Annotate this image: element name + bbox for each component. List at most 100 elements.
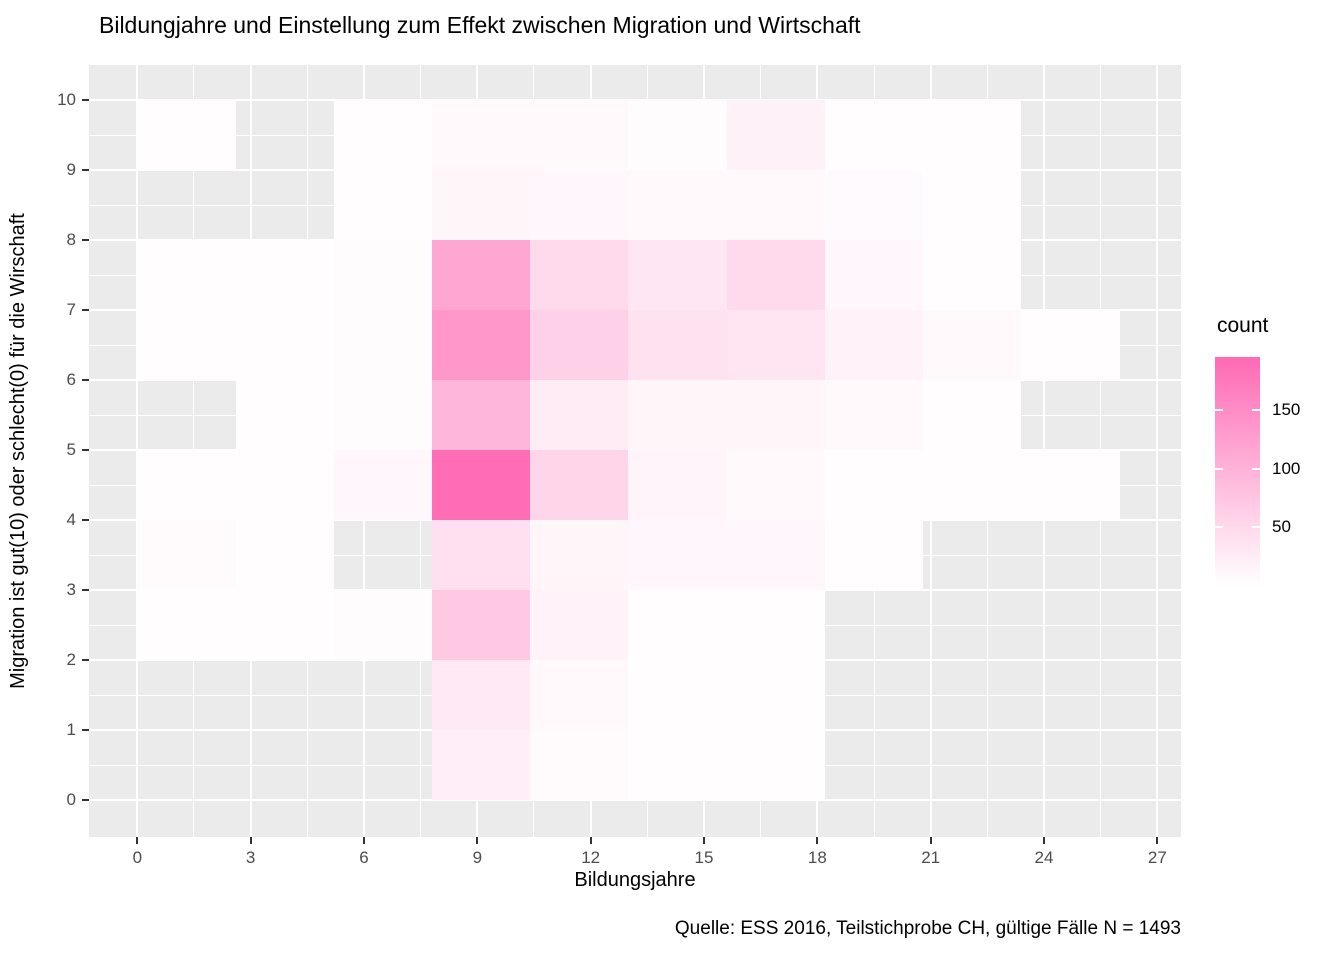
heatmap-tile: [137, 100, 236, 170]
x-tick-mark: [1043, 837, 1046, 844]
x-tick-label: 9: [472, 848, 483, 867]
heatmap-tile: [431, 660, 531, 730]
heatmap-tile: [431, 380, 531, 450]
x-tick-label: 24: [1034, 848, 1054, 867]
heatmap-tile: [530, 730, 629, 800]
heatmap-tile: [824, 100, 924, 170]
heatmap-tile: [333, 380, 432, 450]
heatmap-tile: [137, 520, 236, 590]
x-tick-label: 3: [245, 848, 256, 867]
legend-tick-dash: [1252, 526, 1260, 529]
heatmap-tile: [628, 240, 727, 310]
heatmap-tile: [628, 100, 727, 170]
heatmap-tile: [530, 450, 629, 520]
y-axis-title: Migration ist gut(10) oder schlecht(0) f…: [7, 213, 29, 689]
heatmap-tile: [628, 310, 727, 380]
heatmap-tile: [923, 100, 1022, 170]
x-tick-label: 15: [694, 848, 714, 867]
x-axis-title: Bildungsjahre: [574, 869, 696, 891]
heatmap-tile: [726, 590, 825, 660]
legend-tick-dash: [1215, 467, 1223, 470]
gridline-x-major: [1156, 65, 1159, 837]
heatmap-tile: [726, 240, 825, 310]
heatmap-tile: [726, 450, 825, 520]
y-tick-mark: [82, 799, 89, 801]
heatmap-tile: [824, 310, 924, 380]
heatmap-tile: [431, 730, 531, 800]
y-tick-mark: [82, 519, 89, 521]
heatmap-tile: [530, 380, 629, 450]
heatmap-tile: [530, 240, 629, 310]
heatmap-tile: [235, 310, 334, 380]
heatmap-tile: [628, 380, 727, 450]
x-tick-mark: [589, 837, 592, 844]
heatmap-tile: [923, 240, 1022, 310]
heatmap-tile: [431, 590, 531, 660]
y-tick-label: 6: [66, 370, 76, 389]
heatmap-tile: [137, 590, 236, 660]
heatmap-tile: [431, 170, 531, 240]
heatmap-tile: [431, 100, 531, 170]
gridline-y-major: [89, 799, 1181, 801]
heatmap-tile: [431, 450, 531, 520]
x-tick-label: 6: [359, 848, 369, 867]
heatmap-tile: [431, 520, 531, 590]
heatmap-tile: [431, 310, 531, 380]
y-tick-label: 8: [66, 230, 76, 249]
heatmap-tile: [628, 730, 727, 800]
heatmap-tile: [235, 590, 334, 660]
source-caption: Quelle: ESS 2016, Teilstichprobe CH, gül…: [674, 918, 1181, 939]
y-tick-mark: [82, 729, 89, 731]
heatmap-tile: [333, 240, 432, 310]
y-tick-mark: [82, 309, 89, 311]
heatmap-tile: [923, 310, 1022, 380]
legend-tick-dash: [1252, 467, 1260, 470]
y-tick-label: 1: [66, 720, 76, 739]
y-tick-label: 5: [66, 440, 76, 459]
legend-tick-label: 100: [1272, 458, 1301, 478]
heatmap-tile: [726, 100, 825, 170]
heatmap-tile: [530, 590, 629, 660]
heatmap-tile: [530, 310, 629, 380]
heatmap-tile: [137, 310, 236, 380]
heatmap-tile: [726, 310, 825, 380]
x-tick-mark: [249, 837, 252, 844]
heatmap-tile: [235, 520, 334, 590]
heatmap-tile: [923, 450, 1022, 520]
heatmap-tile: [1021, 310, 1120, 380]
heatmap-tile: [235, 240, 334, 310]
legend-tick-label: 150: [1272, 399, 1301, 419]
x-tick-mark: [136, 837, 139, 844]
heatmap-tile: [726, 170, 825, 240]
heatmap-tile: [824, 380, 924, 450]
heatmap-tile: [530, 660, 629, 730]
y-tick-label: 0: [66, 790, 76, 809]
y-tick-mark: [82, 99, 89, 101]
x-tick-mark: [1156, 837, 1159, 844]
x-tick-mark: [362, 837, 365, 844]
heatmap-tile: [530, 520, 629, 590]
x-tick-label: 21: [921, 848, 941, 867]
x-tick-mark: [476, 837, 479, 844]
heatmap-tile: [235, 380, 334, 450]
heatmap-tile: [923, 170, 1022, 240]
y-tick-mark: [82, 449, 89, 451]
heatmap-tile: [824, 450, 924, 520]
heatmap-tile: [628, 660, 727, 730]
heatmap-tile: [333, 310, 432, 380]
chart-title: Bildungjahre und Einstellung zum Effekt …: [99, 12, 861, 38]
y-tick-mark: [82, 589, 89, 591]
heatmap-tile: [824, 240, 924, 310]
x-tick-mark: [703, 837, 705, 844]
heatmap-tile: [923, 380, 1022, 450]
x-tick-label: 0: [132, 848, 143, 867]
heatmap-tile: [628, 520, 727, 590]
heatmap-tile: [824, 170, 924, 240]
y-tick-label: 9: [66, 160, 76, 179]
legend-tick-dash: [1215, 408, 1223, 411]
heatmap-tile: [333, 170, 432, 240]
y-tick-mark: [82, 659, 89, 661]
heatmap-tile: [726, 380, 825, 450]
legend-title: count: [1217, 314, 1269, 337]
